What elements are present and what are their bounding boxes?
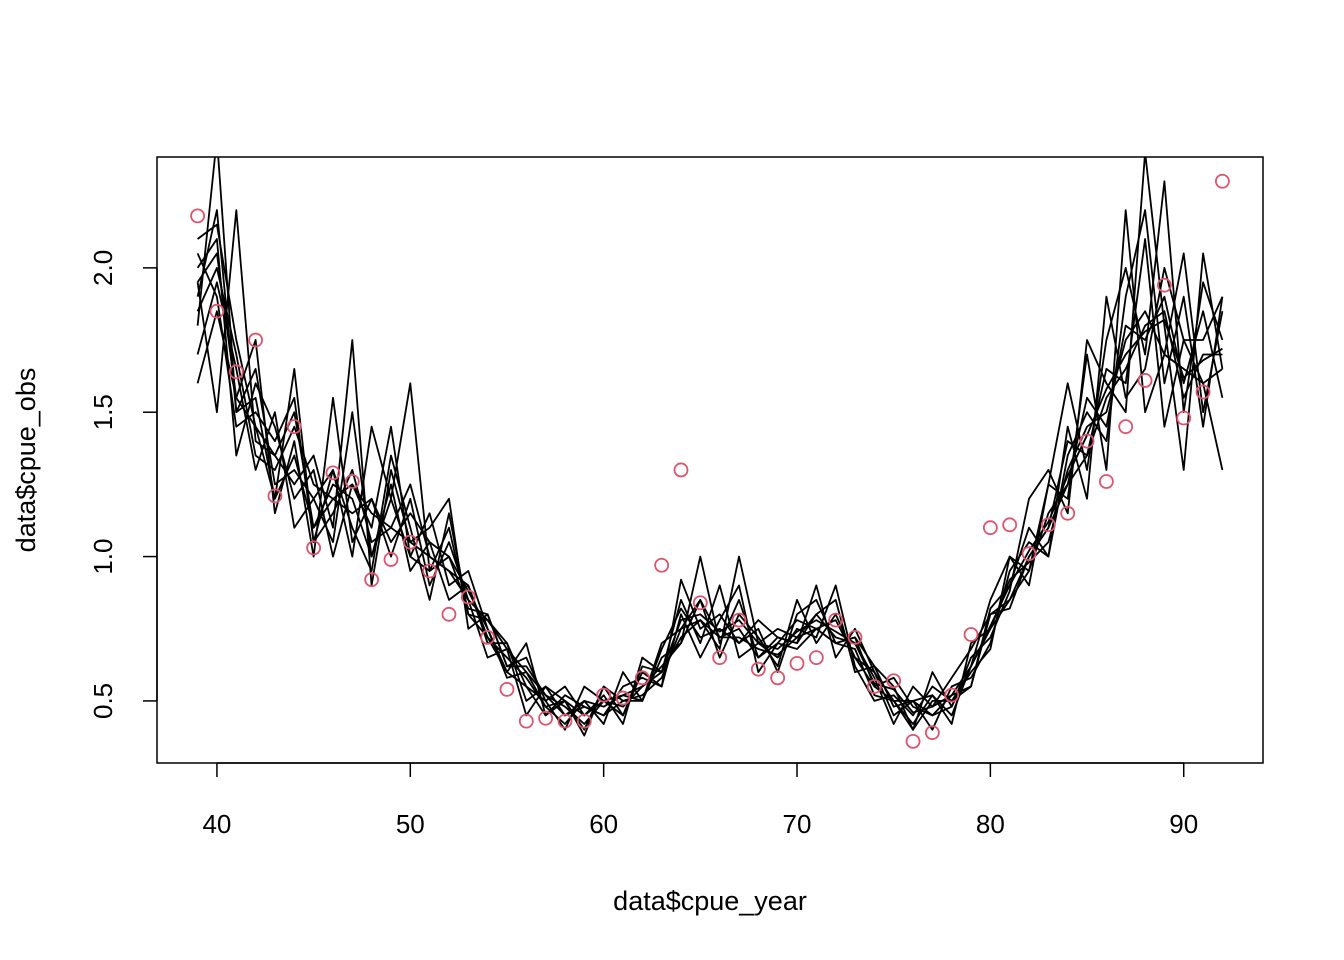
y-tick-label: 1.0 — [88, 538, 118, 574]
observed-point — [267, 488, 283, 504]
observed-point — [383, 552, 399, 567]
observed-point — [286, 419, 302, 435]
x-tick-label: 50 — [396, 809, 425, 839]
x-tick-label: 40 — [202, 809, 231, 839]
simulated-series — [196, 157, 1224, 737]
observed-point — [770, 670, 786, 686]
plot-frame — [156, 156, 1264, 764]
observed-point — [441, 606, 457, 622]
observed-point — [944, 687, 960, 703]
observed-point — [1176, 410, 1192, 426]
observed-point — [692, 595, 708, 611]
observed-point — [306, 540, 322, 556]
observed-point — [1040, 517, 1056, 533]
observed-point — [731, 612, 747, 628]
x-axis-title: data$cpue_year — [613, 886, 807, 916]
observed-point — [982, 520, 998, 536]
observed-point — [422, 563, 438, 579]
observed-point — [1118, 419, 1134, 435]
observed-point — [963, 627, 979, 642]
observed-point — [634, 670, 650, 686]
observed-point — [1137, 373, 1153, 388]
observed-point — [576, 713, 592, 729]
observed-point — [364, 572, 380, 588]
observed-point — [1079, 433, 1095, 449]
observed-point — [1156, 277, 1172, 293]
y-axis-title: data$cpue_obs — [11, 368, 41, 553]
simulated-line-6 — [196, 209, 1224, 725]
observed-point — [1214, 173, 1230, 189]
simulated-line-1 — [197, 180, 1224, 731]
observed-point — [402, 534, 418, 550]
y-tick-label: 1.5 — [88, 394, 118, 430]
observed-point — [847, 630, 863, 645]
x-axis: 40 50 60 70 80 90 — [202, 762, 1198, 839]
observed-points — [190, 173, 1230, 749]
x-tick-label: 60 — [589, 809, 618, 839]
observed-point — [924, 725, 940, 741]
observed-point — [789, 655, 805, 671]
observed-point — [654, 557, 670, 573]
observed-point — [866, 679, 882, 694]
x-tick-label: 70 — [783, 809, 812, 839]
x-tick-label: 80 — [976, 809, 1005, 839]
observed-point — [557, 713, 573, 729]
x-tick-label: 90 — [1169, 809, 1198, 839]
observed-point — [499, 681, 515, 697]
observed-point — [828, 612, 844, 628]
y-tick-label: 0.5 — [88, 683, 118, 719]
observed-point — [886, 673, 902, 689]
observed-point — [615, 690, 631, 706]
observed-point — [1002, 517, 1018, 533]
observed-point — [209, 303, 225, 319]
observed-point — [712, 650, 728, 666]
observed-point — [905, 733, 921, 749]
observed-point — [248, 332, 264, 348]
observed-point — [1098, 474, 1114, 489]
observed-point — [1021, 546, 1037, 562]
observed-point — [1195, 384, 1211, 400]
observed-point — [1060, 505, 1076, 521]
observed-point — [538, 710, 554, 726]
simulated-line-5 — [196, 238, 1224, 725]
observed-point — [344, 474, 360, 489]
observed-point — [808, 650, 824, 666]
simulated-line-9 — [196, 209, 1223, 731]
observed-point — [325, 465, 341, 481]
observed-point — [190, 208, 206, 224]
observed-point — [480, 630, 496, 645]
y-axis: 0.5 1.0 1.5 2.0 — [88, 250, 158, 719]
observed-point — [673, 462, 689, 478]
observed-point — [518, 713, 534, 729]
observed-point — [460, 589, 476, 605]
simulated-line-2 — [196, 157, 1224, 731]
y-tick-label: 2.0 — [88, 250, 118, 286]
observed-point — [228, 364, 244, 380]
observed-point — [596, 687, 612, 703]
simulated-line-10 — [196, 252, 1223, 717]
observed-point — [750, 661, 766, 677]
